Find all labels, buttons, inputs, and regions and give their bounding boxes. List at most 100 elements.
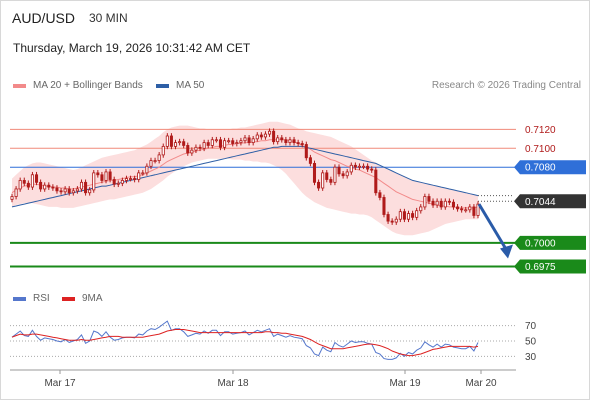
- legend-ma20-label: MA 20 + Bollinger Bands: [33, 80, 143, 91]
- candle-body: [284, 139, 288, 143]
- candle-body: [255, 134, 259, 140]
- candle-body: [43, 184, 47, 190]
- candle-body: [84, 181, 88, 194]
- candle-body: [247, 137, 251, 143]
- candle-body: [329, 179, 333, 183]
- bollinger-band: [12, 121, 478, 236]
- candle-body: [411, 213, 415, 218]
- candle-body: [341, 173, 345, 177]
- candle-body: [476, 203, 480, 216]
- candle-body: [10, 196, 14, 200]
- level-label: 0.7120: [525, 125, 556, 136]
- candle-body: [345, 171, 349, 177]
- candle-body: [51, 186, 55, 189]
- candle-body: [235, 142, 239, 144]
- candle-body: [194, 146, 198, 151]
- candle-body: [173, 142, 178, 147]
- candle-body: [374, 169, 378, 194]
- candle-body: [357, 165, 361, 168]
- candle-body: [141, 172, 145, 175]
- legend-ma50-label: MA 50: [176, 80, 205, 91]
- candle-body: [386, 214, 390, 222]
- level-label-bg: [514, 160, 586, 175]
- candle-body: [35, 174, 39, 183]
- rsi-line: [11, 320, 479, 360]
- x-tick-label: Mar 18: [217, 378, 249, 389]
- candle-body: [88, 189, 92, 194]
- level-label: 0.7000: [525, 238, 556, 249]
- candle-body: [447, 200, 451, 203]
- candle-body: [353, 164, 357, 168]
- candle-body: [443, 200, 447, 208]
- candle-body: [394, 218, 398, 223]
- rsi-tick-label: 30: [525, 352, 537, 363]
- candle-body: [47, 184, 51, 188]
- candle-body: [71, 190, 75, 194]
- candle-body: [370, 168, 374, 171]
- candle-body: [292, 139, 296, 143]
- candle-body: [243, 137, 247, 142]
- level-label-bg: [514, 235, 586, 250]
- candle-body: [67, 188, 71, 194]
- candle-body: [26, 182, 30, 188]
- candle-body: [272, 130, 276, 143]
- timeframe-label: 30 MIN: [89, 11, 128, 25]
- candle-body: [382, 197, 386, 215]
- candle-body: [366, 165, 370, 170]
- legend-rsi: RSI: [13, 293, 50, 304]
- candle-body: [120, 180, 124, 184]
- candle-body: [104, 171, 108, 181]
- candle-body: [423, 196, 427, 208]
- candle-body: [218, 139, 222, 148]
- candle-body: [39, 181, 43, 190]
- legend-ma50: MA 50: [156, 80, 204, 91]
- candle-body: [468, 206, 472, 211]
- candle-body: [263, 133, 267, 138]
- candle-body: [169, 135, 173, 147]
- candle-body: [202, 142, 206, 149]
- candle-body: [276, 137, 280, 143]
- candle-body: [456, 206, 460, 210]
- rsi-ma9-line: [11, 329, 479, 357]
- candle-body: [259, 134, 263, 138]
- candle-body: [178, 141, 182, 144]
- candle-body: [227, 140, 231, 143]
- candle-body: [206, 142, 210, 146]
- candle-body: [333, 166, 337, 183]
- candle-body: [312, 163, 317, 183]
- ma50-swatch: [156, 83, 169, 88]
- candle-body: [129, 178, 133, 180]
- candle-body: [288, 139, 292, 143]
- timestamp: Thursday, March 19, 2026 10:31:42 AM CET: [13, 41, 251, 55]
- candle-body: [149, 160, 153, 167]
- candle-body: [153, 160, 157, 162]
- candle-body: [378, 192, 382, 198]
- candle-body: [402, 211, 406, 220]
- candle-body: [317, 181, 321, 189]
- candle-body: [186, 145, 190, 154]
- candle-body: [157, 154, 161, 161]
- candle-body: [308, 157, 312, 164]
- level-label: 0.7100: [525, 144, 556, 155]
- x-tick-label: Mar 19: [389, 378, 421, 389]
- candle-body: [239, 140, 243, 143]
- candle-body: [198, 146, 202, 149]
- candle-body: [63, 188, 67, 193]
- candle-body: [182, 141, 186, 146]
- candle-body: [75, 188, 79, 192]
- candle-body: [137, 172, 141, 180]
- candle-body: [427, 196, 431, 202]
- candle-body: [419, 206, 423, 212]
- candle-body: [116, 182, 120, 185]
- candle-body: [415, 210, 419, 218]
- candle-body: [439, 200, 443, 208]
- candle-body: [59, 190, 63, 193]
- level-label: 0.6975: [525, 262, 556, 273]
- candle-body: [431, 200, 435, 206]
- candle-body: [460, 208, 464, 211]
- rsi-swatch: [13, 296, 26, 301]
- forecast-arrow-shaft: [477, 203, 510, 254]
- candle-body: [214, 139, 218, 142]
- candle-body: [165, 135, 169, 147]
- candle-body: [337, 166, 341, 175]
